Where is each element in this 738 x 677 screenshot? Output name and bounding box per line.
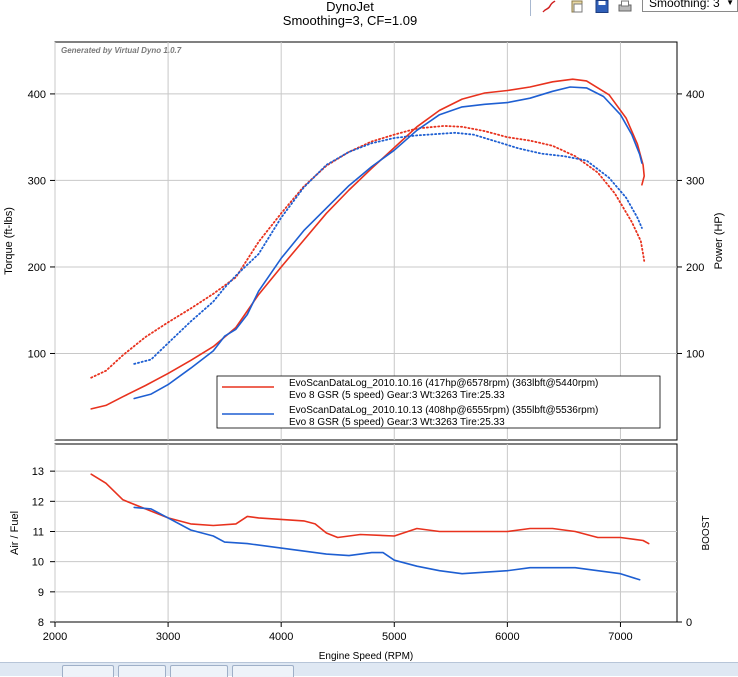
y-tick-label: 400 — [28, 89, 46, 101]
y2-tick-label: 100 — [686, 348, 704, 360]
chart-title: DynoJet — [326, 0, 374, 14]
chart-subtitle: Smoothing=3, CF=1.09 — [283, 13, 417, 28]
y-axis-ticks-right: 100 200 300 400 — [677, 89, 704, 360]
series-line-afr-run2 — [133, 506, 641, 581]
save-icon[interactable] — [595, 0, 609, 13]
legend-box — [216, 375, 661, 429]
x-tick-label: 7000 — [608, 631, 632, 643]
legend-entry-1-line1: EvoScanDataLog_2010.10.16 (417hp@6578rpm… — [289, 378, 598, 389]
y-tick-label: 300 — [28, 175, 46, 187]
y2-axis-label: Power (HP) — [713, 213, 725, 270]
series-group-top — [90, 78, 646, 410]
power-torque-panel: Generated by Virtual Dyno 1.0.7 100 200 30… — [3, 41, 725, 441]
print-icon[interactable] — [618, 0, 632, 13]
boost-axis-ticks: 0 — [677, 617, 692, 629]
taskbar-button-2[interactable] — [118, 665, 166, 677]
chevron-down-icon: ▼ — [726, 0, 734, 7]
y2-tick-label: 400 — [686, 89, 704, 101]
series-line-afr-run1 — [90, 473, 650, 545]
legend: EvoScanDataLog_2010.10.16 (417hp@6578rpm… — [216, 375, 661, 429]
taskbar-button-1[interactable] — [62, 665, 114, 677]
x-axis-label: Engine Speed (RPM) — [319, 651, 414, 662]
taskbar-button-4[interactable] — [232, 665, 294, 677]
series-group-bottom — [90, 473, 650, 581]
boost-axis-label: BOOST — [701, 515, 712, 550]
toolbar: Smoothing: 3 ▼ — [530, 0, 738, 16]
smoothing-value: Smoothing: 3 — [649, 0, 720, 10]
af-tick-label: 12 — [32, 496, 44, 508]
pen-icon[interactable] — [542, 0, 556, 13]
legend-entry-1-line2: Evo 8 GSR (5 speed) Gear:3 Wt:3263 Tire:… — [289, 390, 505, 401]
plot-area-top — [54, 41, 678, 441]
x-tick-label: 2000 — [43, 631, 67, 643]
grid-top — [54, 42, 677, 440]
boost-tick-label: 0 — [686, 617, 692, 629]
af-tick-label: 8 — [38, 617, 44, 629]
y-tick-label: 200 — [28, 262, 46, 274]
air-fuel-panel: 8 9 10 11 12 13 0 2000 3000 4000 5000 6000 7000 Ai… — [9, 443, 712, 662]
series-line-torque-run1 — [90, 125, 646, 379]
taskbar — [0, 662, 738, 677]
paste-icon[interactable] — [570, 0, 584, 13]
y-tick-label: 100 — [28, 348, 46, 360]
watermark: Generated by Virtual Dyno 1.0.7 — [61, 46, 182, 55]
y-axis-ticks-left: 100 200 300 400 — [28, 89, 55, 360]
x-axis-ticks: 2000 3000 4000 5000 6000 7000 — [43, 622, 633, 643]
y2-tick-label: 200 — [686, 262, 704, 274]
x-tick-label: 5000 — [382, 631, 406, 643]
toolbar-separator — [530, 0, 531, 16]
x-tick-label: 6000 — [495, 631, 519, 643]
smoothing-dropdown[interactable]: Smoothing: 3 ▼ — [642, 0, 738, 12]
x-tick-label: 3000 — [156, 631, 180, 643]
series-line-torque-run2 — [133, 131, 643, 365]
series-line-power-run2 — [133, 86, 643, 400]
legend-entry-2-line1: EvoScanDataLog_2010.10.13 (408hp@6555rpm… — [289, 405, 598, 416]
dyno-chart: DynoJet Smoothing=3, CF=1.09 Generated b… — [3, 0, 725, 662]
af-axis-ticks: 8 9 10 11 12 13 — [32, 466, 55, 629]
y2-tick-label: 300 — [686, 175, 704, 187]
y-axis-label: Torque (ft-lbs) — [3, 207, 15, 275]
af-tick-label: 10 — [32, 557, 44, 569]
plot-area-bottom — [54, 443, 678, 623]
af-tick-label: 9 — [38, 587, 44, 599]
x-tick-label: 4000 — [269, 631, 293, 643]
taskbar-button-3[interactable] — [170, 665, 228, 677]
af-axis-label: Air / Fuel — [9, 511, 21, 555]
af-tick-label: 13 — [32, 466, 44, 478]
legend-entry-2-line2: Evo 8 GSR (5 speed) Gear:3 Wt:3263 Tire:… — [289, 417, 505, 428]
af-tick-label: 11 — [33, 526, 44, 538]
